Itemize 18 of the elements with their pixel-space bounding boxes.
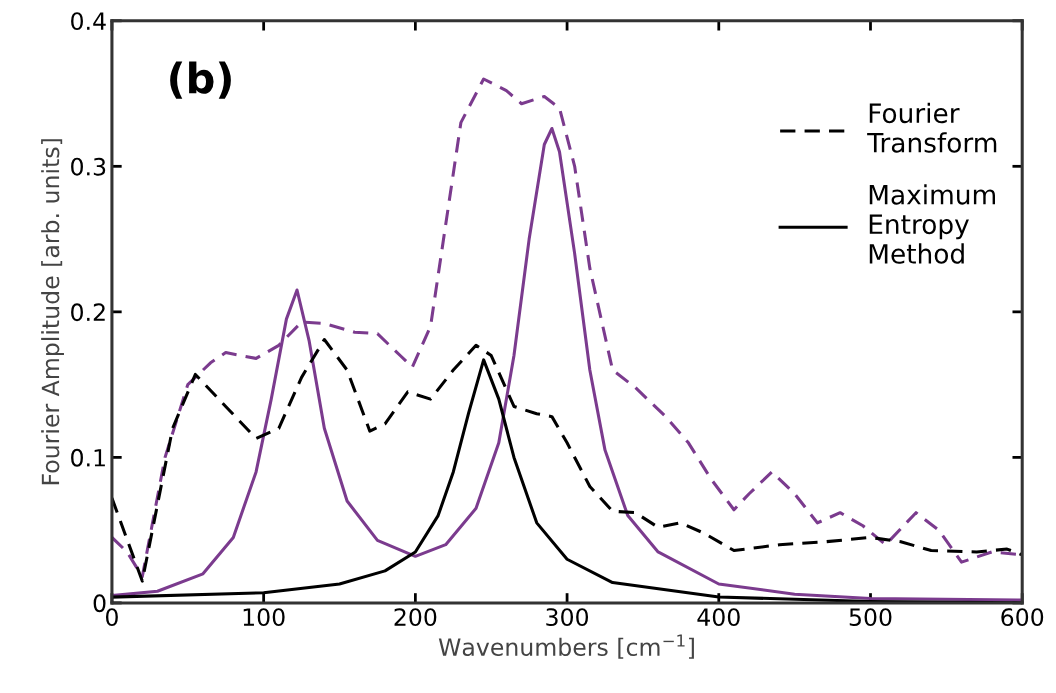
- x-tick-label: 600: [1001, 608, 1044, 627]
- annotation: (b): [170, 61, 231, 99]
- x-tick-label: 300: [546, 608, 589, 627]
- legend-label: Fourier Transform: [867, 102, 997, 153]
- y-tick-label: 0.2: [71, 303, 105, 322]
- x-tick-label: 200: [394, 608, 437, 627]
- x-tick-label: 500: [849, 608, 892, 627]
- x-tick-label: 100: [243, 608, 285, 627]
- y-tick-label: 0.3: [71, 157, 106, 176]
- x-tick-label: 0: [105, 608, 118, 627]
- line-series: [111, 337, 1023, 583]
- y-tick-label: 0.1: [71, 448, 105, 467]
- y-tick-label: 0.4: [71, 12, 106, 31]
- x-tick-label: 400: [697, 608, 740, 627]
- y-tick-label: 0: [93, 594, 106, 613]
- y-axis-title: Fourier Amplitude [arb. units]: [41, 139, 64, 485]
- legend-label: Maximum Entropy Method: [869, 184, 995, 264]
- x-axis-title: Wavenumbers [cm$^{−1}$]: [438, 634, 694, 659]
